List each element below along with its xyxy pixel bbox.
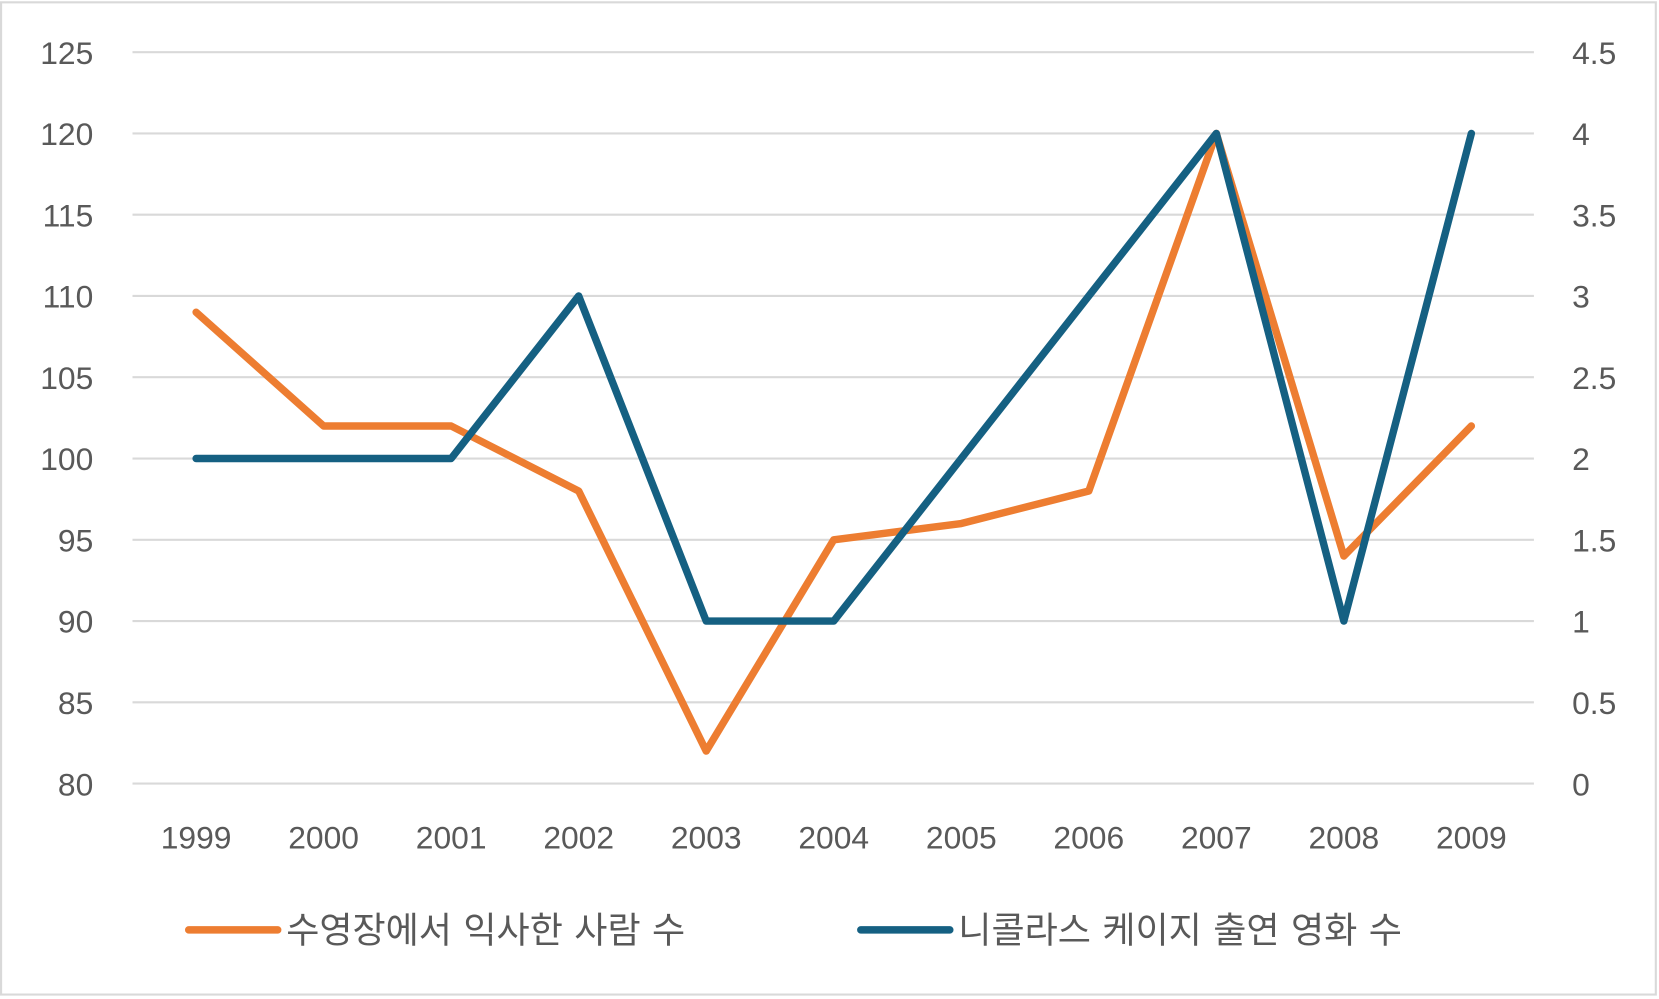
x-tick-label: 1999: [161, 819, 232, 855]
y-tick-label: 110: [43, 279, 94, 315]
y2-tick-label: 4.5: [1572, 35, 1616, 71]
y-tick-label: 120: [40, 116, 93, 152]
y2-tick-label: 0.5: [1572, 685, 1616, 721]
x-tick-label: 2001: [416, 819, 487, 855]
y-tick-label: 100: [40, 441, 93, 477]
y-tick-label: 115: [43, 197, 94, 233]
y2-tick-label: 3.5: [1572, 197, 1616, 233]
legend-label-drownings: 수영장에서 익사한 사람 수: [286, 911, 685, 952]
legend-label-cage-films: 니콜라스 케이지 출연 영화 수: [958, 911, 1402, 952]
y2-tick-label: 1: [1572, 604, 1590, 640]
x-tick-label: 2006: [1053, 819, 1124, 855]
y2-tick-label: 3: [1572, 279, 1590, 315]
y-tick-label: 95: [58, 522, 93, 558]
y2-tick-label: 4: [1572, 116, 1590, 152]
y-tick-label: 80: [58, 766, 93, 802]
y-tick-label: 105: [40, 360, 93, 396]
y2-tick-label: 2.5: [1572, 360, 1616, 396]
x-tick-label: 2009: [1436, 819, 1507, 855]
y2-tick-label: 0: [1572, 766, 1590, 802]
x-tick-label: 2003: [671, 819, 742, 855]
y2-tick-label: 1.5: [1572, 522, 1616, 558]
y-tick-label: 90: [58, 604, 93, 640]
x-tick-label: 2002: [543, 819, 614, 855]
y2-tick-label: 2: [1572, 441, 1590, 477]
y-tick-label: 125: [40, 35, 93, 71]
x-tick-label: 2005: [926, 819, 997, 855]
x-tick-label: 2004: [798, 819, 869, 855]
y-tick-label: 85: [58, 685, 93, 721]
x-tick-label: 2007: [1181, 819, 1252, 855]
legend: 수영장에서 익사한 사람 수 니콜라스 케이지 출연 영화 수: [184, 911, 1402, 952]
x-tick-label: 2000: [288, 819, 359, 855]
x-tick-label: 2008: [1308, 819, 1379, 855]
